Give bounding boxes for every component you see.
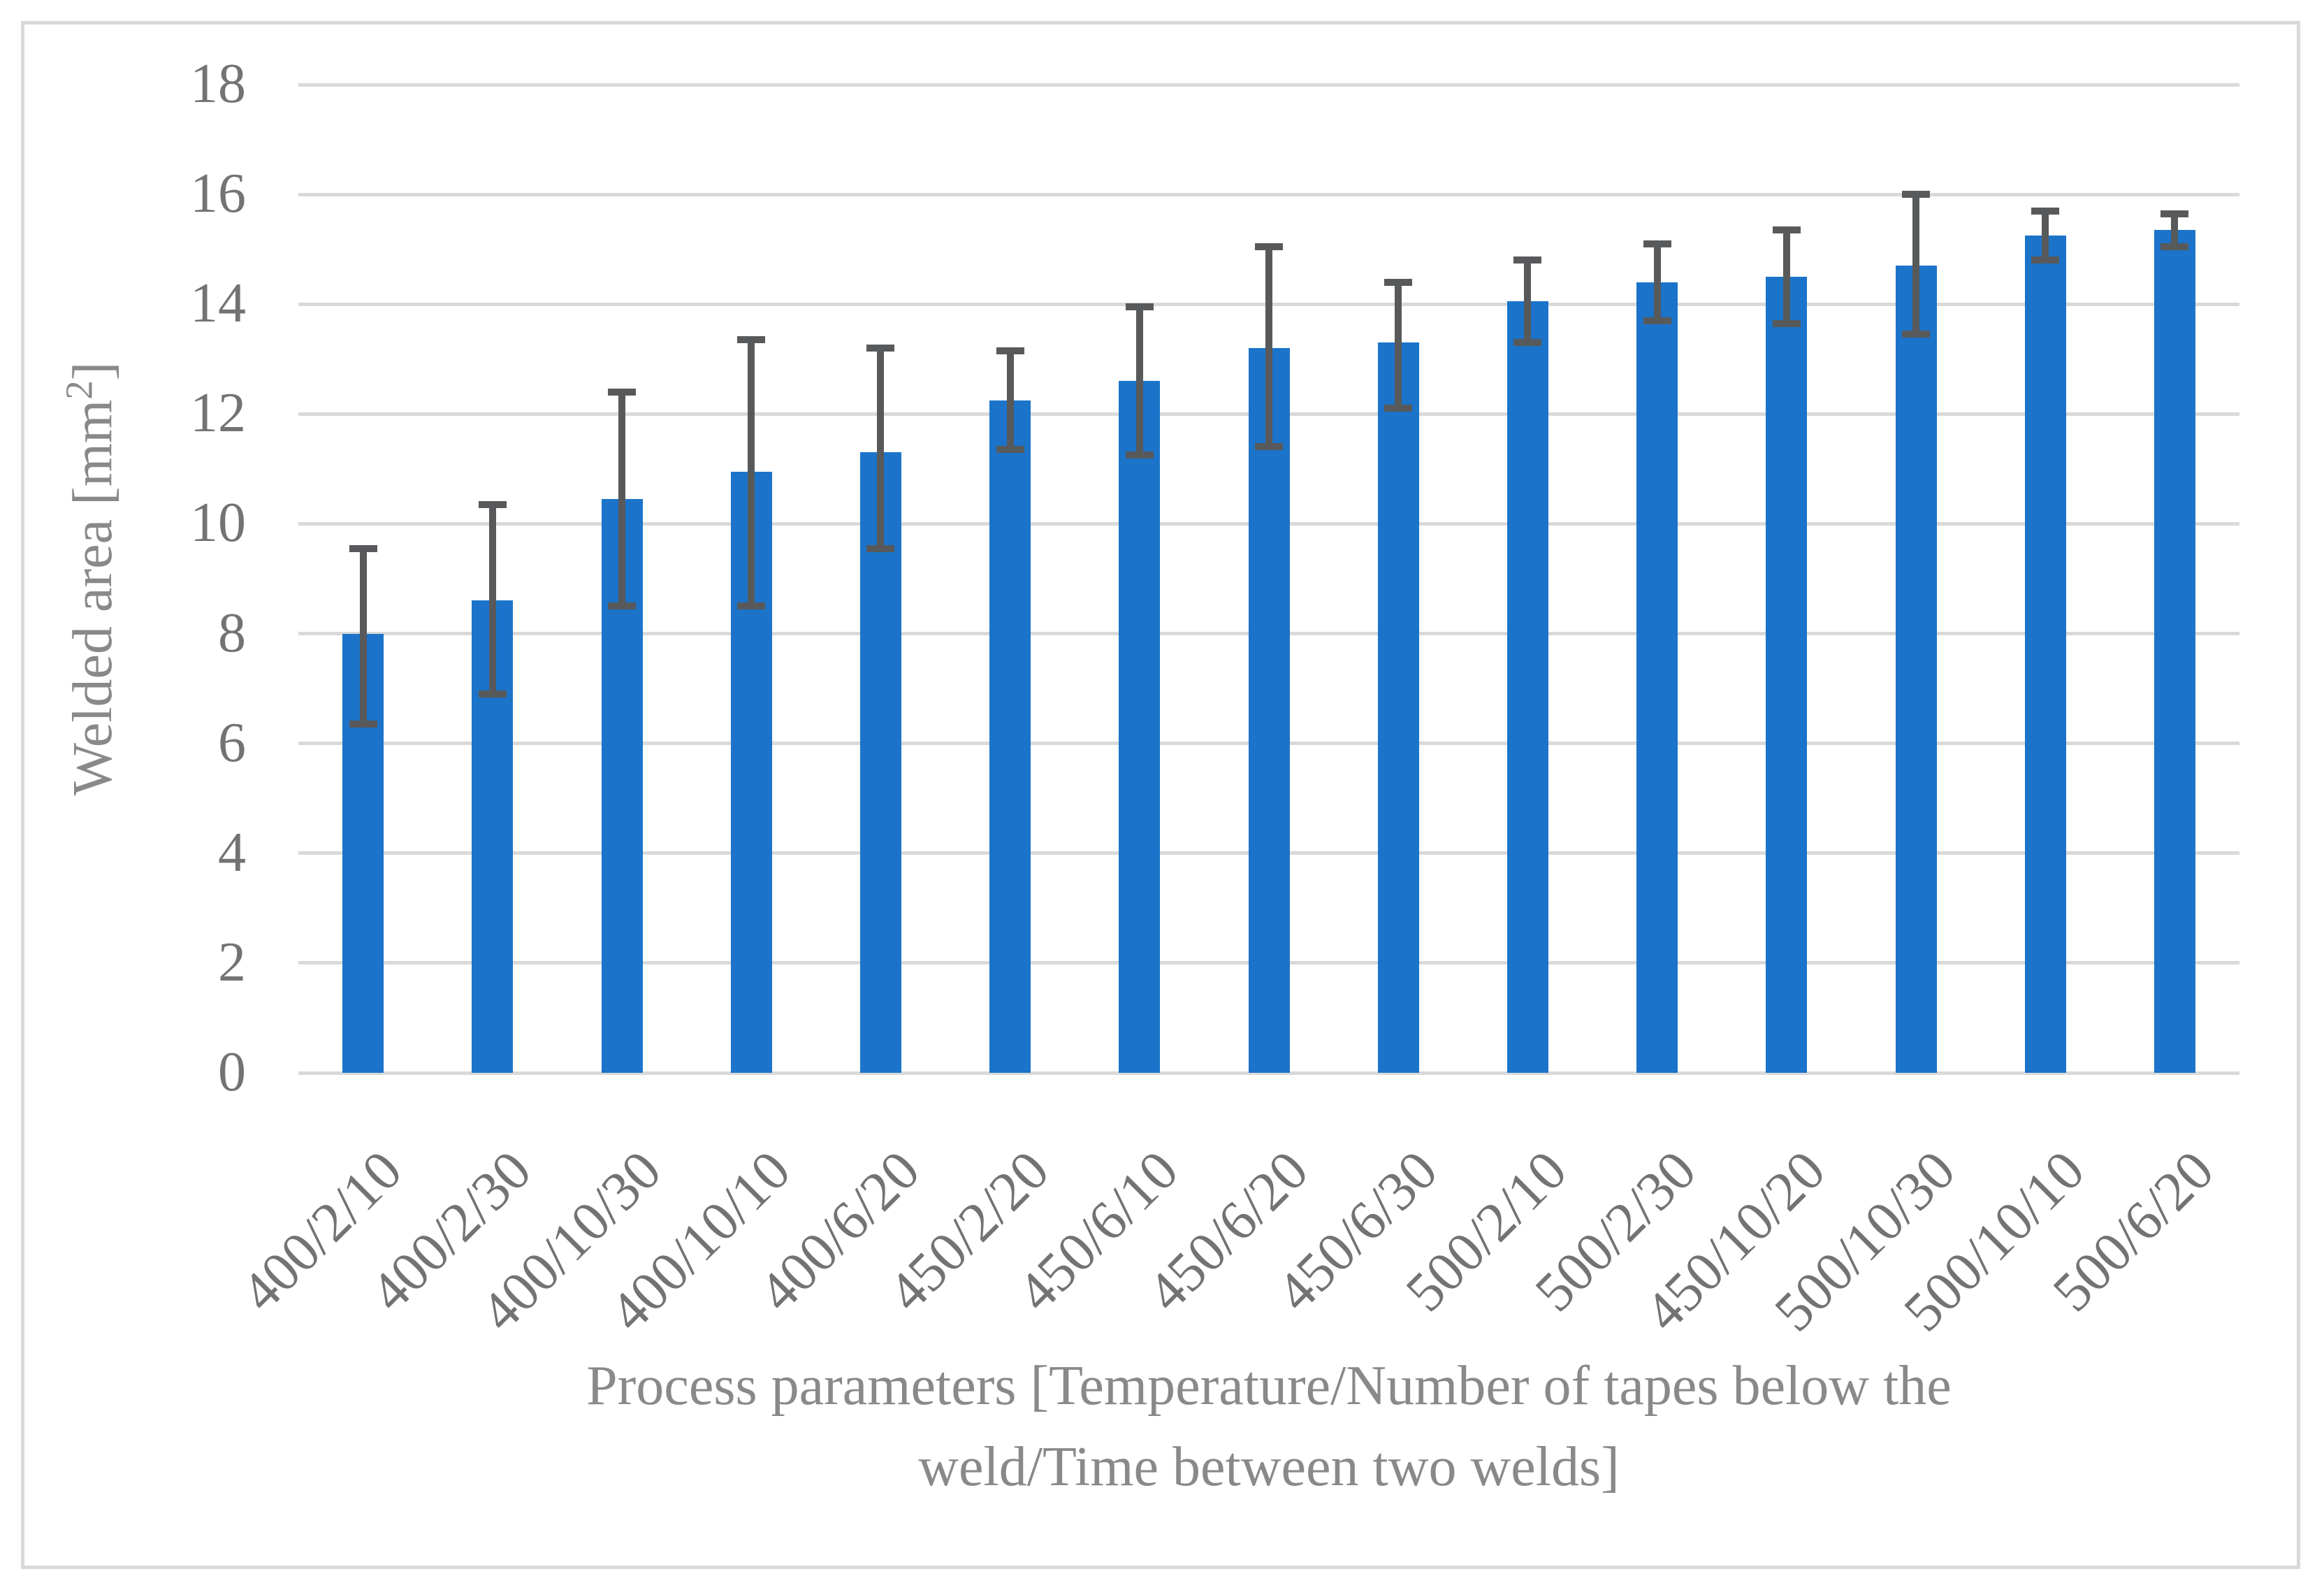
error-bar-cap-top — [866, 345, 895, 352]
y-axis-title-superscript: 2 — [57, 380, 101, 400]
plot-area — [298, 82, 2239, 1075]
error-bar-cap-bottom — [1513, 339, 1542, 347]
error-bar-cap-bottom — [1384, 405, 1413, 412]
gridline-y-18 — [298, 82, 2239, 87]
y-axis-title-bracket: ] — [62, 361, 124, 381]
error-bar-cap-bottom — [1643, 317, 1671, 324]
error-bar-cap-bottom — [478, 690, 507, 698]
error-bar-cap-bottom — [996, 446, 1024, 454]
bar-500/2/30 — [1636, 282, 1678, 1073]
error-bar-cap-top — [2031, 207, 2060, 215]
error-bar-cap-bottom — [866, 544, 895, 552]
error-bar-cap-top — [1772, 226, 1801, 234]
error-bar-cap-bottom — [2160, 243, 2189, 250]
error-bar-line — [1265, 246, 1272, 447]
error-bar-cap-top — [1255, 243, 1283, 250]
error-bar-cap-bottom — [1772, 319, 1801, 327]
error-bar-line — [877, 348, 885, 549]
error-bar-cap-bottom — [1255, 443, 1283, 451]
error-bar-cap-top — [608, 388, 636, 396]
error-bar-cap-bottom — [737, 602, 766, 610]
x-axis-title-line1: Process parameters [Temperature/Number o… — [586, 1355, 1952, 1417]
y-axis-tick-label: 6 — [218, 711, 246, 774]
bar-500/2/10 — [1506, 301, 1548, 1073]
error-bar-line — [748, 340, 755, 607]
y-axis-tick-label: 2 — [218, 931, 246, 993]
error-bar-cap-top — [1643, 240, 1671, 247]
error-bar-line — [2171, 213, 2179, 247]
y-axis-title: Welded area [mm2] — [57, 361, 124, 796]
bar-500/10/30 — [1895, 266, 1937, 1073]
y-axis-tick-label: 4 — [218, 821, 246, 883]
error-bar-cap-bottom — [608, 602, 636, 610]
gridline-y-16 — [298, 192, 2239, 196]
error-bar-cap-top — [1125, 303, 1154, 311]
error-bar-line — [359, 548, 367, 725]
bar-450/6/30 — [1377, 342, 1419, 1073]
y-axis-tick-label: 18 — [190, 53, 246, 115]
error-bar-cap-top — [478, 500, 507, 508]
y-axis-tick-label: 8 — [218, 602, 246, 664]
error-bar-line — [1135, 307, 1143, 456]
y-axis-tick-label: 12 — [190, 382, 246, 445]
error-bar-line — [1006, 350, 1014, 450]
error-bar-cap-top — [1513, 256, 1542, 264]
error-bar-line — [2042, 210, 2049, 261]
error-bar-line — [1395, 282, 1402, 409]
y-axis-title-text: Welded area [mm — [62, 399, 124, 796]
error-bar-line — [1782, 230, 1790, 324]
error-bar-cap-top — [1384, 278, 1413, 286]
y-axis-tick-label: 10 — [190, 492, 246, 554]
y-axis-tick-label: 16 — [190, 163, 246, 225]
error-bar-line — [1653, 243, 1661, 321]
error-bar-cap-top — [737, 336, 766, 344]
error-bar-cap-bottom — [349, 721, 377, 728]
error-bar-line — [1524, 260, 1532, 343]
error-bar-line — [618, 391, 625, 607]
bar-400/6/20 — [859, 452, 901, 1073]
error-bar-cap-bottom — [2031, 256, 2060, 264]
error-bar-line — [488, 504, 496, 694]
gridline-y-0 — [298, 1071, 2239, 1075]
bar-450/10/20 — [1766, 276, 1808, 1073]
error-bar-cap-top — [349, 544, 377, 552]
bar-500/10/10 — [2024, 236, 2066, 1073]
error-bar-cap-bottom — [1125, 451, 1154, 459]
x-axis-title-line2: weld/Time between two welds] — [918, 1436, 1620, 1498]
y-axis-tick-label: 14 — [190, 273, 246, 335]
error-bar-cap-top — [2160, 210, 2189, 217]
error-bar-cap-bottom — [1902, 331, 1930, 338]
error-bar-line — [1912, 194, 1919, 335]
bar-500/6/20 — [2154, 230, 2195, 1073]
bar-450/6/10 — [1119, 381, 1161, 1073]
error-bar-cap-top — [1902, 191, 1930, 198]
bar-450/2/20 — [989, 400, 1031, 1073]
bar-450/6/20 — [1248, 348, 1290, 1073]
x-axis-title: Process parameters [Temperature/Number o… — [298, 1345, 2239, 1508]
y-axis-tick-label: 0 — [218, 1041, 246, 1103]
error-bar-cap-top — [996, 347, 1024, 354]
